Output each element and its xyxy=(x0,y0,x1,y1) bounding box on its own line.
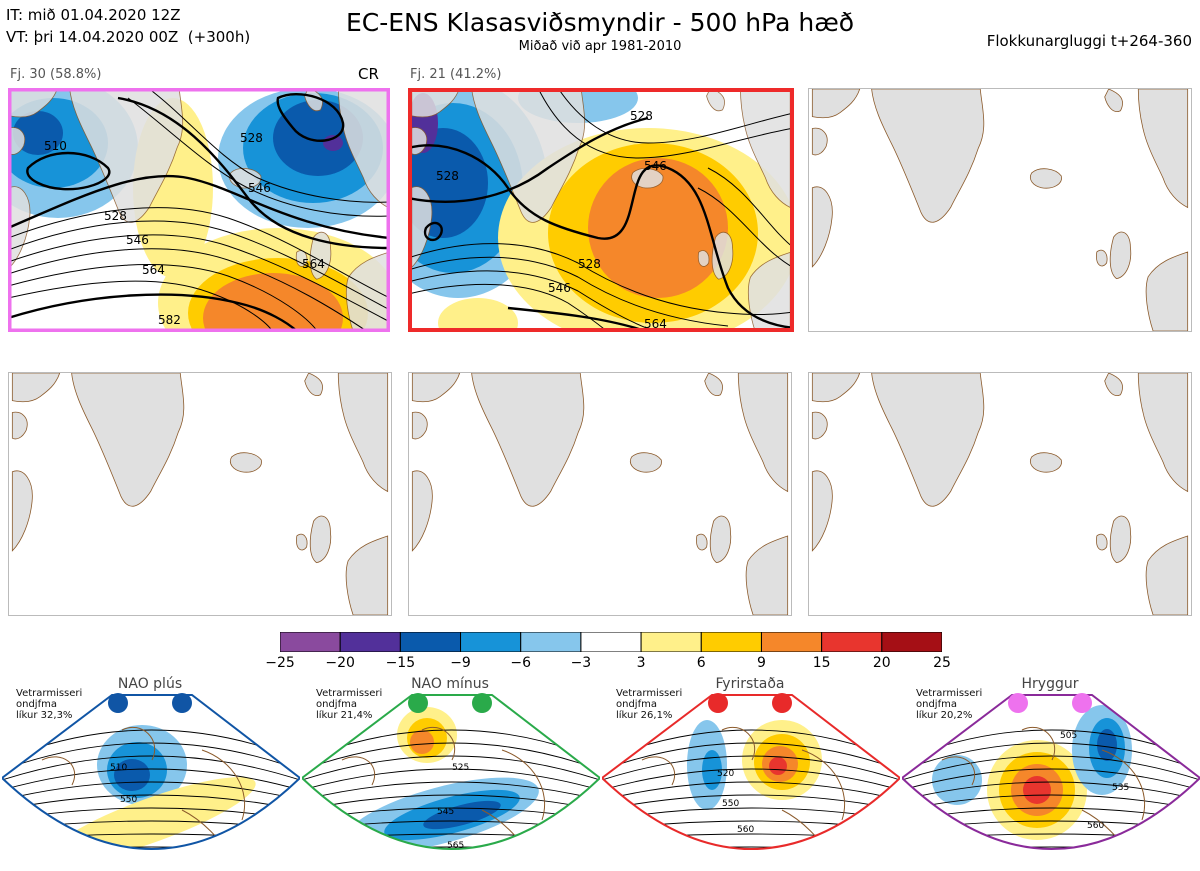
colorbar-bin xyxy=(279,631,341,653)
page-title: EC-ENS Klasasviðsmyndir - 500 hPa hæð xyxy=(345,8,855,37)
colorbar-bin xyxy=(399,631,462,653)
regime-contour-label: 560 xyxy=(737,825,754,835)
regime-map: 525 545 565 xyxy=(302,694,600,851)
regime-contour-label: 565 xyxy=(447,841,464,851)
c2-contour-label: 564 xyxy=(644,317,667,331)
regime-contour-label: 520 xyxy=(717,769,734,779)
regime-contour-label: 545 xyxy=(437,807,454,817)
colorbar-bin xyxy=(760,631,823,653)
colorbar-tick-label: −6 xyxy=(510,655,532,671)
colorbar-tick-label: 6 xyxy=(696,655,706,671)
colorbar-bin xyxy=(821,631,883,653)
regime-contour-label: 560 xyxy=(1087,821,1104,831)
regime-panel: 505 535 560 Hryggur Vetrarmisseri ondjfma lí… xyxy=(902,676,1200,871)
empty-map-6 xyxy=(808,372,1192,616)
colorbar-tick-label: 9 xyxy=(756,655,766,671)
regime-contour-label: 510 xyxy=(110,763,127,773)
c1-contour-label: 564 xyxy=(142,263,165,277)
colorbar-tick-label: −25 xyxy=(265,655,295,671)
regime-title: NAO mínus xyxy=(411,676,489,692)
c1-contour-label: 564 xyxy=(302,257,325,271)
vt-line: VT: þri 14.04.2020 00Z (+300h) xyxy=(6,28,251,46)
cluster1-map: 510 528 546 528 546 564 564 582 xyxy=(7,87,391,333)
colorbar-tick-label: −15 xyxy=(385,655,416,671)
colorbar-tick-label: 20 xyxy=(872,655,891,671)
regime-panel: 510 550 NAO plús Vetrarmisseri ondjfma líku… xyxy=(2,676,300,871)
colorbar-tick-label: −9 xyxy=(450,655,471,671)
regime-probability-note: Vetrarmisseri ondjfma líkur 20,2% xyxy=(916,688,983,721)
cluster2-label: Fj. 21 (41.2%) xyxy=(410,67,502,82)
cluster2-map: 528 528 546 528 546 564 xyxy=(408,88,794,332)
regime-marker-dot xyxy=(1072,693,1092,713)
regime-title: Hryggur xyxy=(1021,676,1079,692)
colorbar xyxy=(279,631,943,653)
regime-marker-dot xyxy=(772,693,792,713)
regime-contour-label: 505 xyxy=(1060,731,1077,741)
regime-contour-label: 550 xyxy=(722,799,739,809)
c1-contour-label: 528 xyxy=(104,209,127,223)
c1-contour-label: 582 xyxy=(158,313,181,327)
window-label: Flokkunargluggi t+264-360 xyxy=(986,32,1192,50)
c2-contour-label: 546 xyxy=(548,281,571,295)
colorbar-tick-label: 3 xyxy=(636,655,646,671)
colorbar-bin xyxy=(339,631,401,653)
it-line: IT: mið 01.04.2020 12Z xyxy=(6,6,181,24)
colorbar-bin xyxy=(520,631,582,653)
regime-map: 505 535 560 xyxy=(902,694,1200,850)
colorbar-tick-label: −20 xyxy=(325,655,355,671)
c2-contour-label: 528 xyxy=(578,257,601,271)
c2-contour-label: 528 xyxy=(436,169,459,183)
regime-marker-dot xyxy=(108,693,128,713)
cluster1-regime-tag: CR xyxy=(358,65,379,83)
cluster1-label: Fj. 30 (58.8%) xyxy=(10,67,102,82)
regime-probability-note: Vetrarmisseri ondjfma líkur 26,1% xyxy=(616,688,683,721)
c1-contour-label: 528 xyxy=(240,131,263,145)
c1-contour-label: 546 xyxy=(126,233,149,247)
empty-map-3 xyxy=(808,88,1192,332)
colorbar-bin xyxy=(700,631,762,653)
colorbar-bin xyxy=(640,631,702,653)
regime-marker-dot xyxy=(172,693,192,713)
page-subtitle: Miðað við apr 1981-2010 xyxy=(518,39,682,54)
regime-marker-dot xyxy=(708,693,728,713)
c2-contour-label: 528 xyxy=(630,109,653,123)
colorbar-tick-label: 15 xyxy=(812,655,831,671)
colorbar-tick-label: −3 xyxy=(570,655,592,671)
regime-title: NAO plús xyxy=(117,676,183,692)
regime-panel: 525 545 565 NAO mínus Vetrarmisseri ondjfma … xyxy=(302,676,600,871)
regime-contour-label: 535 xyxy=(1112,783,1129,793)
regime-marker-dot xyxy=(1008,693,1028,713)
c2-contour-label: 546 xyxy=(644,159,667,173)
regime-marker-dot xyxy=(472,693,492,713)
regime-title: Fyrirstaða xyxy=(715,676,785,692)
colorbar-tick-label: 25 xyxy=(933,655,951,671)
regime-map: 520 550 560 xyxy=(602,694,900,850)
regime-panel: 520 550 560 Fyrirstaða Vetrarmisseri ondjfma… xyxy=(602,676,900,871)
regime-probability-note: Vetrarmisseri ondjfma líkur 21,4% xyxy=(316,688,383,721)
empty-map-5 xyxy=(408,372,792,616)
regime-probability-note: Vetrarmisseri ondjfma líkur 32,3% xyxy=(16,688,83,721)
colorbar-bin xyxy=(881,631,943,653)
c1-contour-label: 510 xyxy=(44,139,67,153)
regime-map: 510 550 xyxy=(2,694,300,850)
regime-contour-label: 550 xyxy=(120,795,137,805)
header-run-info: IT: mið 01.04.2020 12Z VT: þri 14.04.2020… xyxy=(6,4,250,48)
empty-map-4 xyxy=(8,372,392,616)
colorbar-bin xyxy=(580,631,642,653)
c1-contour-label: 546 xyxy=(248,181,271,195)
regime-contour-label: 525 xyxy=(452,763,469,773)
colorbar-bin xyxy=(460,631,522,653)
regime-marker-dot xyxy=(408,693,428,713)
